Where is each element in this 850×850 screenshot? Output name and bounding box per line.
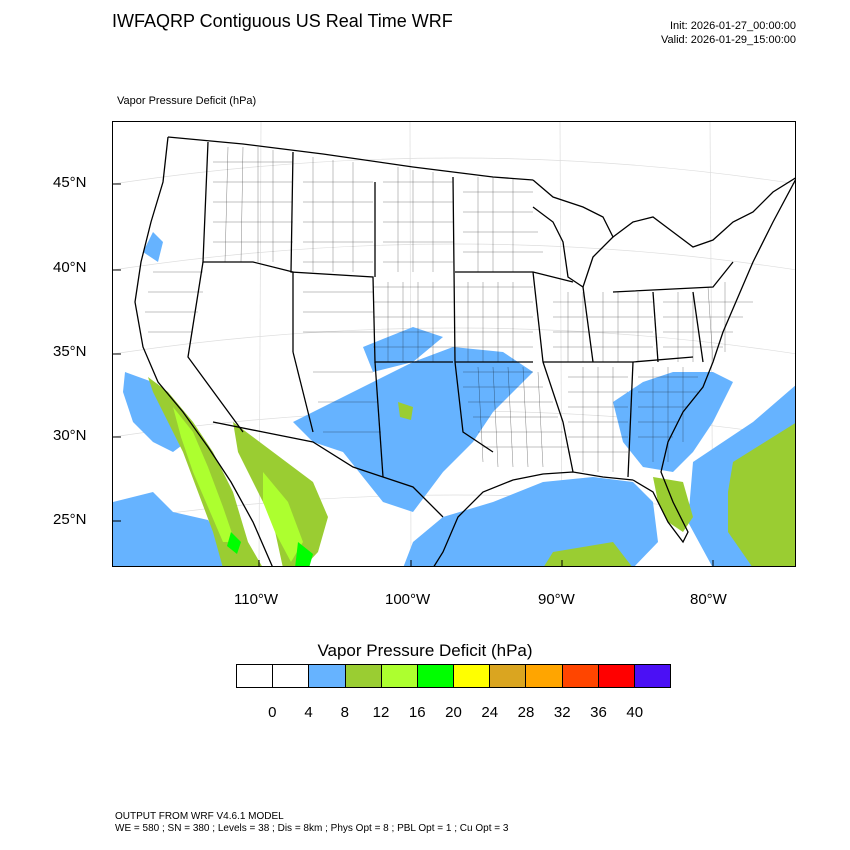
init-time: Init: 2026-01-27_00:00:00 (670, 20, 796, 32)
county-borders (145, 146, 753, 472)
colorbar-box-2 (309, 665, 346, 687)
colorbar-label-40: 40 (626, 704, 644, 721)
lon-label-90: 90°W (538, 591, 575, 608)
colorbar-label-0: 0 (268, 704, 277, 721)
international-borders (113, 122, 796, 272)
colorbar-title: Vapor Pressure Deficit (hPa) (317, 641, 533, 660)
colorbar-box-6 (454, 665, 491, 687)
colorbar-box-0 (237, 665, 274, 687)
colorbar-box-5 (417, 665, 455, 687)
lat-label-30: 30°N (53, 427, 87, 444)
colorbar-label-32: 32 (553, 704, 571, 721)
lat-label-35: 35°N (53, 343, 87, 360)
colorbar-box-8 (526, 665, 563, 687)
lon-label-80: 80°W (690, 591, 727, 608)
colorbar-box-1 (273, 665, 310, 687)
vpd-fill-12-16 (173, 407, 303, 562)
field-subtitle: Vapor Pressure Deficit (hPa) (117, 95, 257, 107)
colorbar-box-3 (345, 665, 382, 687)
state-borders (134, 136, 795, 566)
lat-ticks (113, 183, 714, 566)
lat-label-40: 40°N (53, 259, 87, 276)
lon-label-110: 110°W (234, 591, 279, 608)
vpd-fill-16-20 (227, 532, 313, 566)
map-panel (112, 121, 796, 567)
lat-label-25: 25°N (53, 511, 87, 528)
colorbar-label-12: 12 (372, 704, 390, 721)
valid-time: Valid: 2026-01-29_15:00:00 (661, 34, 796, 46)
colorbar-box-9 (562, 665, 599, 687)
colorbar-label-28: 28 (517, 704, 535, 721)
colorbar-label-24: 24 (481, 704, 499, 721)
colorbar-box-7 (490, 665, 527, 687)
footer-model: OUTPUT FROM WRF V4.6.1 MODEL (115, 811, 284, 822)
map-canvas (113, 122, 796, 566)
lat-label-45: 45°N (53, 174, 87, 191)
colorbar-label-36: 36 (590, 704, 607, 721)
lon-label-100: 100°W (385, 591, 431, 608)
colorbar-box-11 (634, 665, 671, 687)
colorbar-box-4 (381, 665, 418, 687)
page-title: IWFAQRP Contiguous US Real Time WRF (112, 11, 453, 31)
colorbar-box-10 (598, 665, 635, 687)
colorbar-label-4: 4 (304, 704, 313, 721)
colorbar (236, 664, 671, 688)
colorbar-label-8: 8 (340, 704, 349, 721)
colorbar-label-16: 16 (408, 704, 426, 721)
footer-config: WE = 580 ; SN = 380 ; Levels = 38 ; Dis … (115, 823, 509, 834)
colorbar-label-20: 20 (445, 704, 462, 721)
